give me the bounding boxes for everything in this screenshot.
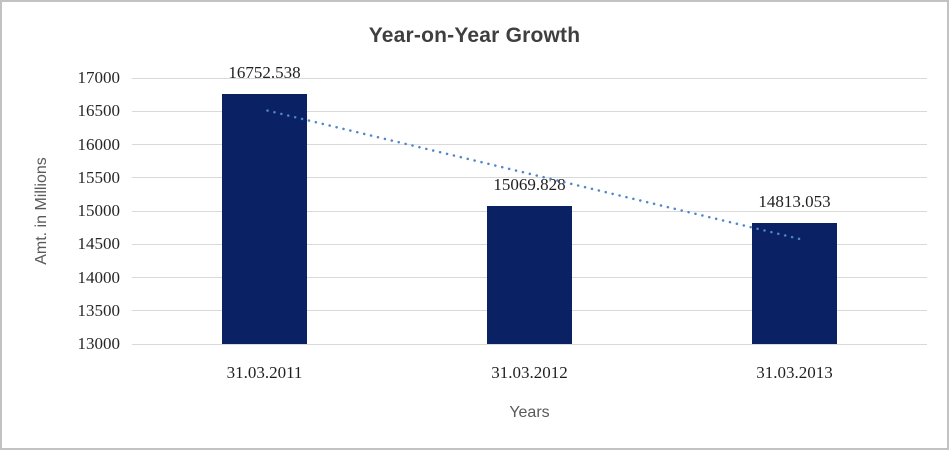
- x-tick-label: 31.03.2013: [756, 363, 833, 382]
- x-axis-title: Years: [509, 404, 550, 421]
- bar: [222, 94, 307, 344]
- y-tick-label: 13500: [77, 300, 121, 320]
- y-tick-label: 17000: [77, 68, 121, 87]
- y-axis-title-text: Amt. in Millions: [33, 157, 50, 265]
- gridline: [132, 77, 927, 79]
- bar-data-label: 15069.828: [493, 175, 566, 195]
- y-tick-label: 14000: [77, 267, 121, 287]
- chart-title: Year-on-Year Growth: [368, 24, 581, 47]
- y-tick-label: 13000: [77, 334, 121, 353]
- bar: [752, 223, 837, 344]
- bar: [487, 206, 572, 344]
- y-tick-label: 15000: [77, 201, 121, 220]
- y-tick-label: 15500: [77, 167, 121, 187]
- y-tick-label: 14500: [77, 234, 121, 254]
- bar-data-label: 14813.053: [758, 192, 831, 212]
- x-tick-label: 31.03.2011: [226, 363, 303, 382]
- gridline: [132, 343, 927, 345]
- bar-data-label: 16752.538: [228, 63, 301, 83]
- y-tick-label: 16500: [77, 101, 121, 121]
- x-tick-label: 31.03.2012: [491, 363, 568, 382]
- y-tick-label: 16000: [77, 134, 121, 154]
